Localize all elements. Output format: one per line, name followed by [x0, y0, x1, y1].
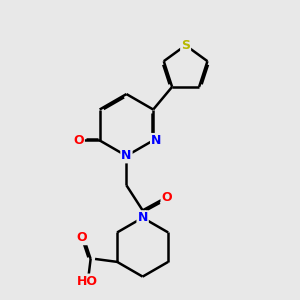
Text: O: O	[73, 134, 84, 147]
Text: O: O	[161, 190, 172, 204]
Text: O: O	[76, 231, 87, 244]
Text: S: S	[181, 39, 190, 52]
Text: N: N	[137, 211, 148, 224]
Text: N: N	[151, 134, 161, 147]
Text: HO: HO	[76, 274, 98, 287]
Text: N: N	[121, 149, 132, 162]
